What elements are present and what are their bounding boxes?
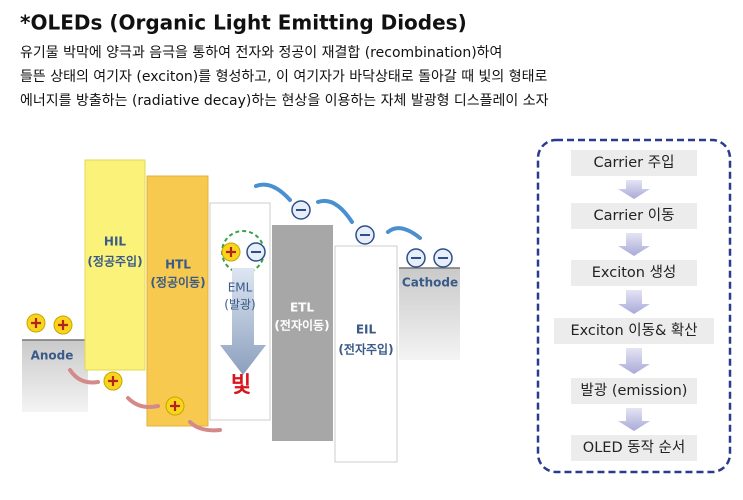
layer-label: Anode xyxy=(31,349,74,363)
step-box xyxy=(571,378,697,404)
step-box xyxy=(571,260,697,286)
layer-label: ETL xyxy=(290,301,314,315)
electron xyxy=(355,225,375,245)
step-arrow xyxy=(618,180,650,199)
hil-layer xyxy=(84,159,146,371)
step-arrow xyxy=(618,290,650,314)
step-label: OLED 동작 순서 xyxy=(583,439,685,456)
hole-arrow xyxy=(68,368,100,385)
cathode-layer xyxy=(399,268,460,360)
step-box xyxy=(571,203,697,229)
layer-label: HTL xyxy=(165,258,191,272)
electron xyxy=(433,248,453,268)
hole xyxy=(165,396,185,416)
description-line: 유기물 박막에 양극과 음극을 통하여 전자와 정공이 재결합 (recombi… xyxy=(20,45,502,61)
hole-arrows xyxy=(68,368,222,433)
holes xyxy=(26,242,241,416)
step-box xyxy=(554,318,714,344)
layer-sublabel: (정공이동) xyxy=(150,275,205,290)
emission-label: 빛 xyxy=(231,373,251,398)
electron-arrows xyxy=(254,182,422,240)
hole-arrow xyxy=(126,396,160,409)
title: *OLEDs (Organic Light Emitting Diodes) xyxy=(20,11,467,35)
electron xyxy=(246,242,266,262)
hole-arrow xyxy=(188,420,222,433)
layer-label: EML xyxy=(228,281,253,295)
eil-layer xyxy=(334,245,398,463)
description-line: 들뜬 상태의 여기자 (exciton)를 형성하고, 이 여기자가 바닥상태로… xyxy=(20,69,548,85)
electron-arrow xyxy=(316,199,354,224)
step-label: Exciton 생성 xyxy=(592,264,677,281)
layer-label: Cathode xyxy=(402,276,458,290)
layer-sublabel: (정공주입) xyxy=(87,254,142,269)
layer-sublabel: (전자이동) xyxy=(274,318,329,333)
emission-arrow xyxy=(220,268,266,375)
hole xyxy=(26,313,46,333)
step-label: 발광 (emission) xyxy=(581,382,688,399)
electrons xyxy=(246,200,453,268)
layer-sublabel: (전자주입) xyxy=(338,342,393,357)
electron xyxy=(291,200,311,220)
electron-arrow xyxy=(254,182,292,202)
electron xyxy=(406,248,426,268)
step-box xyxy=(571,150,697,176)
htl-layer xyxy=(146,175,209,427)
hole xyxy=(221,242,241,262)
layer-label: HIL xyxy=(104,235,127,249)
step-label: Carrier 이동 xyxy=(594,207,675,224)
layer-label: EIL xyxy=(356,323,377,337)
flow-panel xyxy=(536,138,732,474)
electron-arrow xyxy=(386,226,422,240)
description-line: 에너지를 방출하는 (radiative decay)하는 현상을 이용하는 자… xyxy=(20,93,549,109)
hole xyxy=(103,371,123,391)
etl-layer xyxy=(272,225,333,441)
step-arrow xyxy=(618,348,650,374)
hole xyxy=(53,315,73,335)
step-arrow xyxy=(618,233,650,256)
flow-steps: Carrier 주입 Carrier 이동 Exciton 생성 Exciton 이동… xyxy=(554,150,714,461)
step-label: Exciton 이동& 확산 xyxy=(570,322,697,339)
step-arrow xyxy=(618,408,650,431)
layer-sublabel: (발광) xyxy=(224,298,255,312)
step-box xyxy=(571,435,697,461)
step-label: Carrier 주입 xyxy=(594,154,675,171)
